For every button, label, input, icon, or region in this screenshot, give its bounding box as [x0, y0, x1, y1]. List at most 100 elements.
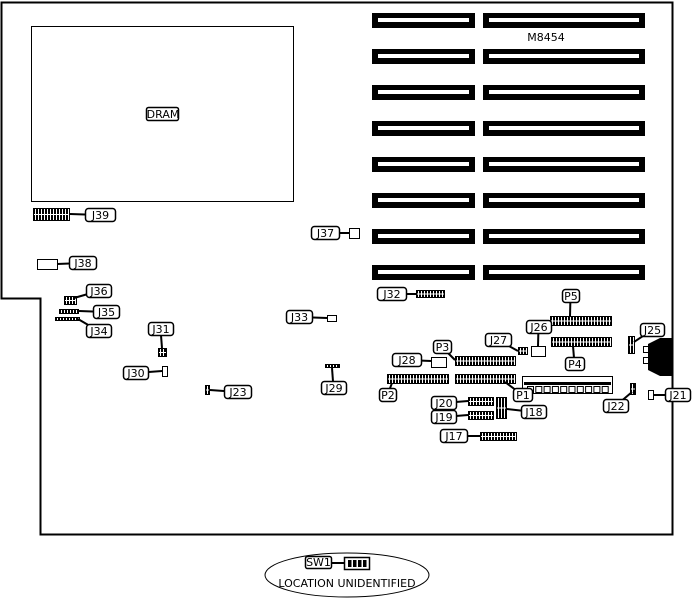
label-j19-text: J19 [434, 411, 452, 424]
j26-connector [531, 346, 546, 357]
dram-label-text: DRAM [147, 108, 180, 121]
label-j36-text: J36 [89, 285, 107, 298]
expansion-slot [483, 193, 645, 208]
j39-header [33, 208, 70, 221]
label-j36: J36 [73, 283, 113, 299]
label-j27-text: J27 [489, 334, 507, 347]
connector-labels: J39 J37 J38 J36 J35 J34 J31 J30 J23 J29 J33 J32 P5 J2… [56, 106, 692, 444]
p1-header [455, 374, 516, 384]
label-j29: J29 [320, 367, 348, 396]
label-j34: J34 [77, 318, 113, 339]
label-j38: J38 [56, 255, 98, 271]
p3-header [455, 356, 516, 366]
j33-connector [327, 315, 337, 322]
label-j23: J23 [209, 384, 253, 400]
label-j23-text: J23 [228, 386, 246, 399]
label-j31-text: J31 [151, 323, 169, 336]
components [33, 208, 672, 441]
expansion-slot [483, 157, 645, 172]
label-j20-text: J20 [434, 397, 452, 410]
label-j29-text: J29 [324, 382, 342, 395]
simm-socket [522, 376, 613, 394]
label-j17: J17 [439, 428, 480, 444]
j22-jumper [630, 383, 636, 395]
expansion-slots [372, 13, 645, 280]
expansion-slot [483, 85, 645, 100]
expansion-slot [372, 49, 475, 64]
p4-header [551, 337, 612, 347]
label-j21: J21 [653, 387, 692, 403]
label-j22-text: J22 [606, 400, 624, 413]
expansion-slot [372, 193, 475, 208]
label-j26: J26 [525, 319, 553, 347]
label-j30-text: J30 [126, 367, 144, 380]
j38-connector [37, 259, 58, 270]
j29-jumper [325, 364, 340, 368]
label-j32-text: J32 [382, 288, 400, 301]
label-j33-text: J33 [290, 311, 308, 324]
j35-jumper [59, 309, 79, 314]
dram-label: DRAM [145, 106, 180, 122]
j18-header [496, 397, 507, 419]
label-j39: J39 [69, 207, 117, 223]
board-model: M8454 [527, 31, 565, 44]
dram-area [31, 26, 294, 202]
expansion-slot [372, 13, 475, 28]
label-j37-text: J37 [316, 227, 334, 240]
location-note: LOCATION UNIDENTIFIED [278, 577, 415, 590]
label-p5-text: P5 [564, 290, 578, 303]
p5-header [550, 316, 612, 326]
label-p2: P2 [378, 382, 398, 403]
label-p5: P5 [561, 288, 581, 317]
label-j21-text: J21 [668, 389, 686, 402]
label-p1: P1 [504, 381, 534, 403]
label-p4-text: P4 [568, 358, 582, 371]
label-p4: P4 [564, 345, 586, 372]
j21-connector [648, 390, 654, 400]
label-j31: J31 [147, 321, 175, 349]
legend-ellipse [264, 552, 430, 598]
expansion-slot [483, 265, 645, 280]
label-j17-text: J17 [444, 430, 462, 443]
label-j20: J20 [430, 395, 469, 411]
j25-jumper [628, 336, 635, 354]
expansion-slot [483, 229, 645, 244]
j37-connector [349, 228, 360, 239]
label-j37: J37 [310, 225, 349, 241]
sw1-label: SW1 [306, 556, 331, 569]
label-j34-text: J34 [89, 325, 107, 338]
label-j28: J28 [391, 352, 432, 368]
label-j22: J22 [602, 391, 633, 414]
label-j39-text: J39 [91, 209, 109, 222]
label-p2-text: P2 [381, 389, 395, 402]
expansion-slot [372, 157, 475, 172]
board-outline [0, 1, 674, 536]
j27-jumper [518, 347, 528, 355]
label-j19: J19 [430, 409, 469, 425]
label-p1-text: P1 [516, 389, 530, 402]
label-j28-text: J28 [397, 354, 415, 367]
j34-jumper [55, 317, 80, 321]
j17-header [480, 432, 517, 441]
label-j25-text: J25 [643, 324, 661, 337]
expansion-slot [372, 85, 475, 100]
label-j32: J32 [376, 286, 416, 302]
keyboard-connector [643, 338, 672, 376]
label-j38-text: J38 [73, 257, 91, 270]
label-j35-text: J35 [97, 306, 115, 319]
p2-header [387, 374, 449, 384]
j32-header [416, 290, 445, 298]
label-p3: P3 [432, 339, 456, 361]
label-j26-text: J26 [529, 321, 547, 334]
expansion-slot [483, 13, 645, 28]
expansion-slot [483, 121, 645, 136]
expansion-slot [483, 49, 645, 64]
expansion-slot [372, 265, 475, 280]
j28-connector [431, 357, 447, 368]
j19-header [468, 411, 494, 420]
label-j30: J30 [122, 365, 163, 381]
label-j18-text: J18 [524, 406, 542, 419]
j31-jumper [158, 348, 167, 357]
j30-connector [162, 366, 168, 377]
